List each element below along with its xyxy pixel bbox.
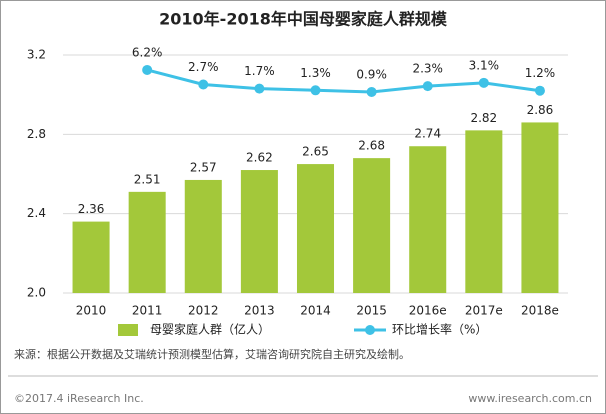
bar-value-label: 2.82 — [470, 111, 497, 125]
y-tick-label: 2.8 — [27, 127, 46, 141]
line-marker — [478, 77, 489, 88]
bar — [72, 221, 110, 293]
bar-value-label: 2.68 — [358, 139, 385, 153]
bar — [465, 130, 503, 293]
bar — [353, 158, 391, 293]
bar — [521, 122, 559, 293]
x-tick-label: 2015 — [356, 304, 387, 318]
x-tick-label: 2013 — [244, 304, 275, 318]
line-value-label: 1.7% — [244, 64, 275, 78]
bar-value-label: 2.57 — [190, 160, 217, 174]
line-marker — [198, 79, 209, 90]
bar-value-label: 2.51 — [134, 172, 161, 186]
y-tick-label: 3.2 — [27, 48, 46, 62]
line-value-label: 0.9% — [356, 67, 387, 81]
x-tick-label: 2010 — [76, 304, 107, 318]
legend-label: 母婴家庭人群（亿人） — [150, 322, 270, 337]
bar-value-label: 2.86 — [527, 103, 554, 117]
bar-value-label: 2.36 — [78, 202, 105, 216]
copyright: ©2017.4 iResearch Inc. — [14, 392, 144, 405]
y-tick-label: 2.0 — [27, 286, 46, 300]
line-value-label: 3.1% — [469, 58, 500, 72]
bar-value-label: 2.62 — [246, 151, 273, 165]
line-marker — [142, 64, 153, 75]
line-marker — [310, 85, 321, 96]
website: www.iresearch.com.cn — [468, 392, 592, 405]
source-note: 来源：根据公开数据及艾瑞统计预测模型估算，艾瑞咨询研究院自主研究及绘制。 — [14, 347, 410, 361]
bar — [409, 146, 447, 293]
line-value-label: 2.7% — [188, 60, 219, 74]
line-value-label: 2.3% — [412, 62, 443, 76]
chart-title: 2010年-2018年中国母婴家庭人群规模 — [159, 10, 448, 29]
legend-label: 环比增长率（%） — [392, 322, 487, 337]
bar-value-label: 2.74 — [414, 127, 441, 141]
bar — [184, 179, 222, 293]
bar — [240, 170, 278, 293]
bar — [128, 191, 166, 293]
line-value-label: 1.2% — [525, 66, 556, 80]
line-marker — [422, 81, 433, 92]
x-tick-label: 2014 — [300, 304, 331, 318]
line-value-label: 6.2% — [132, 45, 163, 59]
x-tick-label: 2011 — [132, 304, 163, 318]
x-tick-label: 2016e — [409, 304, 447, 318]
x-tick-label: 2018e — [521, 304, 559, 318]
line-marker — [534, 85, 545, 96]
x-tick-label: 2017e — [465, 304, 503, 318]
bar-value-label: 2.65 — [302, 145, 329, 159]
legend-swatch-marker — [365, 325, 375, 335]
line — [146, 68, 541, 94]
legend-swatch — [118, 324, 138, 336]
line-marker — [254, 83, 265, 94]
line-marker — [366, 86, 377, 97]
x-tick-label: 2012 — [188, 304, 219, 318]
y-tick-label: 2.4 — [27, 206, 46, 220]
line-value-label: 1.3% — [300, 66, 331, 80]
bar — [296, 164, 335, 293]
